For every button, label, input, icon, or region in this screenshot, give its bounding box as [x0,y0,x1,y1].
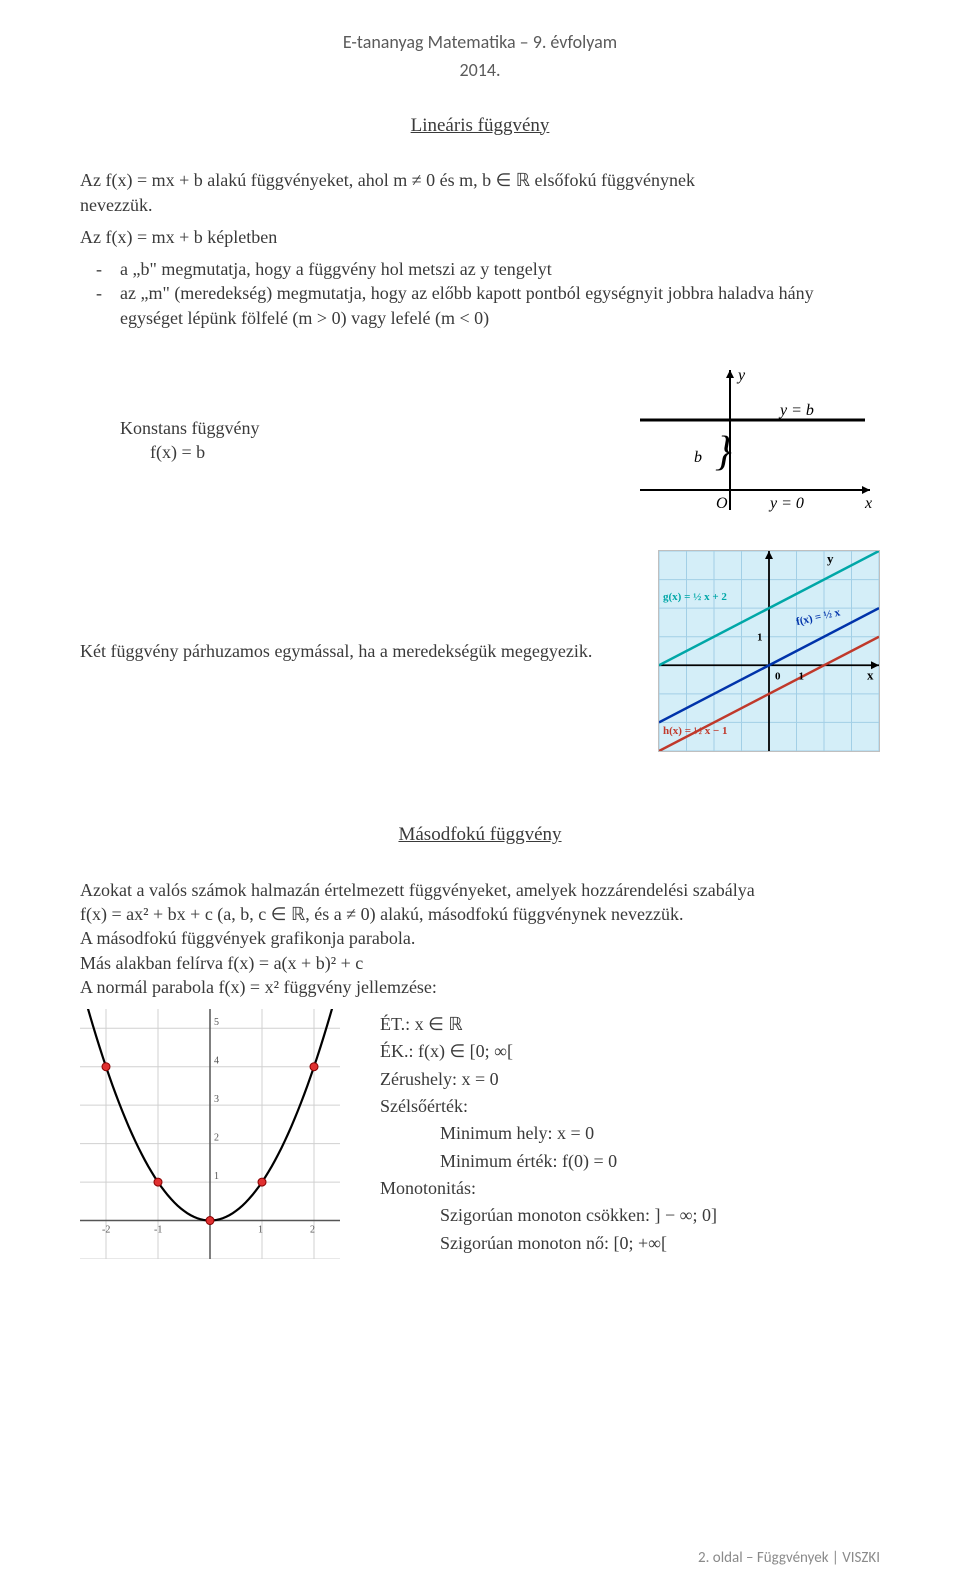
svg-text:5: 5 [214,1017,219,1028]
prop-mono-title: Monotonitás: [380,1176,717,1200]
s2-line3: A másodfokú függvények grafikonja parabo… [80,928,415,948]
intro-line2: nevezzük. [80,195,152,215]
svg-text:0: 0 [775,670,781,682]
origin-label: O [716,495,728,512]
section2-title: Másodfokú függvény [80,822,880,848]
page-header-title: E-tananyag Matematika – 9. évfolyam [80,30,880,54]
section1-formula-intro: Az f(x) = mx + b képletben [80,225,880,249]
prop-mono-dec: Szigorúan monoton csökken: ] − ∞; 0] [380,1203,717,1227]
svg-text:-1: -1 [154,1225,162,1236]
section1-intro: Az f(x) = mx + b alakú függvényeket, aho… [80,168,880,217]
svg-text:2: 2 [214,1133,219,1144]
section1-title: Lineáris függvény [80,113,880,139]
konstans-eq: f(x) = b [120,442,205,462]
svg-text:1: 1 [757,632,763,644]
konstans-block: Konstans függvény f(x) = b [80,416,590,465]
s2-line5: A normál parabola f(x) = x² függvény jel… [80,977,437,997]
yb-label: y = b [778,402,814,419]
prop-et: ÉT.: x ∈ ℝ [380,1012,717,1036]
prop-zero: Zérushely: x = 0 [380,1067,717,1091]
svg-text:}: } [715,429,732,475]
svg-text:-2: -2 [102,1225,110,1236]
bullet-b: a „b" megmutatja, hogy a függvény hol me… [120,257,880,281]
s2-line2: f(x) = ax² + bx + c (a, b, c ∈ ℝ, és a ≠… [80,904,683,924]
intro-line1: Az f(x) = mx + b alakú függvényeket, aho… [80,170,695,190]
svg-text:1: 1 [799,670,805,682]
b-label: b [694,449,702,466]
prop-min-hely: Minimum hely: x = 0 [380,1121,717,1145]
svg-text:1: 1 [258,1225,263,1236]
s2-line4: Más alakban felírva f(x) = a(x + b)² + c [80,953,363,973]
page-footer: 2. oldal – Függvények | VISZKI [698,1548,880,1568]
parabola-figure: 1 2 3 4 5 -2 -1 1 2 [80,1009,340,1259]
prop-mono-inc: Szigorúan monoton nő: [0; +∞[ [380,1231,717,1255]
page-header-year: 2014. [80,58,880,82]
svg-text:2: 2 [310,1225,315,1236]
svg-text:y: y [827,551,834,566]
svg-text:4: 4 [214,1056,219,1067]
prop-min-val: Minimum érték: f(0) = 0 [380,1149,717,1173]
prop-ek: ÉK.: f(x) ∈ [0; ∞[ [380,1039,717,1063]
parallel-text: Két függvény párhuzamos egymással, ha a … [80,639,658,663]
section2-para: Azokat a valós számok halmazán értelmeze… [80,878,880,999]
konstans-title: Konstans függvény [120,418,259,438]
prop-extr-title: Szélsőérték: [380,1094,717,1118]
parabola-properties: ÉT.: x ∈ ℝ ÉK.: f(x) ∈ [0; ∞[ Zérushely:… [380,1009,717,1258]
y0-label: y = 0 [768,495,804,512]
x-axis-label: x [864,495,872,512]
bullet-m: az „m" (meredekség) megmutatja, hogy az … [120,281,880,330]
svg-text:1: 1 [214,1171,219,1182]
svg-text:h(x) = ½ x − 1: h(x) = ½ x − 1 [663,725,727,737]
constant-function-figure: } y x O b y = b y = 0 [620,360,880,520]
svg-text:3: 3 [214,1094,219,1105]
svg-text:x: x [867,667,874,682]
y-axis-label: y [736,367,746,384]
svg-text:g(x) = ½ x + 2: g(x) = ½ x + 2 [663,591,727,603]
parallel-lines-figure: 101yxg(x) = ½ x + 2f(x) = ½ xh(x) = ½ x … [658,550,880,752]
s2-line1: Azokat a valós számok halmazán értelmeze… [80,880,755,900]
